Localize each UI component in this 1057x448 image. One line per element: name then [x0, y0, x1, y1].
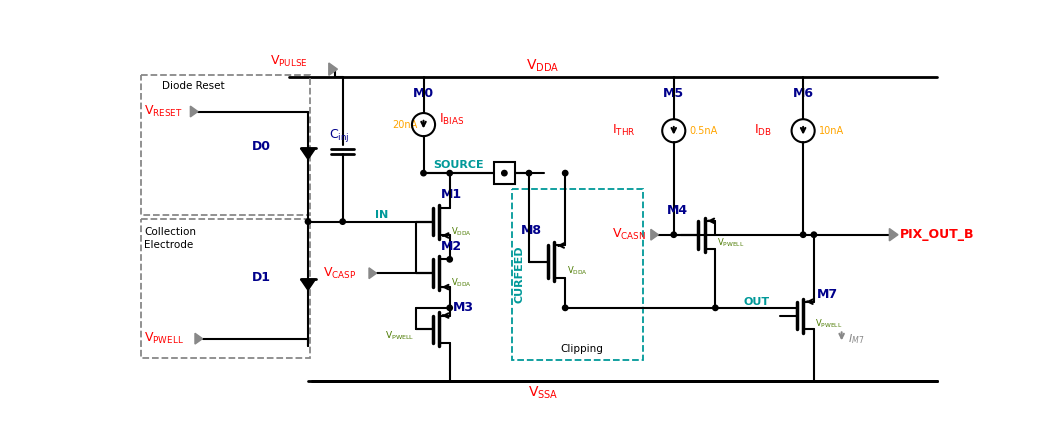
- Polygon shape: [300, 148, 316, 159]
- Text: 20nA: 20nA: [393, 120, 418, 129]
- Text: CURFEED: CURFEED: [515, 246, 524, 303]
- Polygon shape: [300, 279, 316, 290]
- Text: SOURCE: SOURCE: [432, 160, 483, 170]
- Text: Collection
Electrode: Collection Electrode: [144, 227, 196, 250]
- Polygon shape: [889, 228, 898, 241]
- Text: $\rm V_{PWELL}$: $\rm V_{PWELL}$: [815, 317, 842, 330]
- Polygon shape: [651, 229, 659, 240]
- Text: M7: M7: [817, 288, 838, 301]
- Text: $\rm V_{PULSE}$: $\rm V_{PULSE}$: [270, 54, 308, 69]
- Text: Clipping: Clipping: [560, 345, 602, 354]
- Text: OUT: OUT: [743, 297, 769, 307]
- Polygon shape: [329, 63, 337, 75]
- Polygon shape: [190, 106, 198, 117]
- Text: M1: M1: [441, 188, 462, 201]
- Text: $\rm C_{inj}$: $\rm C_{inj}$: [329, 127, 349, 144]
- Text: $\rm V_{DDA}$: $\rm V_{DDA}$: [567, 265, 588, 277]
- Circle shape: [562, 305, 568, 310]
- Text: $I_{M7}$: $I_{M7}$: [848, 332, 864, 345]
- Text: Diode Reset: Diode Reset: [162, 81, 224, 91]
- Text: IN: IN: [374, 211, 388, 220]
- Text: M3: M3: [452, 302, 474, 314]
- Text: $\rm V_{CASN}$: $\rm V_{CASN}$: [612, 227, 646, 242]
- Text: $\rm I_{BIAS}$: $\rm I_{BIAS}$: [439, 112, 464, 127]
- Text: $\rm V_{DDA}$: $\rm V_{DDA}$: [526, 58, 559, 74]
- Text: $\rm V_{SSA}$: $\rm V_{SSA}$: [527, 384, 558, 401]
- Text: 0.5nA: 0.5nA: [689, 126, 718, 136]
- Circle shape: [447, 257, 452, 262]
- Text: $\rm I_{DB}$: $\rm I_{DB}$: [755, 123, 773, 138]
- Polygon shape: [194, 333, 203, 344]
- Circle shape: [562, 170, 568, 176]
- Circle shape: [421, 170, 426, 176]
- Text: D0: D0: [253, 140, 272, 153]
- Text: M0: M0: [413, 87, 434, 100]
- Text: M4: M4: [667, 203, 688, 216]
- Circle shape: [447, 170, 452, 176]
- Text: M8: M8: [521, 224, 542, 237]
- Circle shape: [447, 305, 452, 310]
- Circle shape: [712, 305, 718, 310]
- Polygon shape: [369, 268, 376, 279]
- Circle shape: [526, 170, 532, 176]
- Text: 10nA: 10nA: [818, 126, 843, 136]
- Text: $\rm V_{CASP}$: $\rm V_{CASP}$: [323, 266, 357, 281]
- Text: M6: M6: [793, 87, 814, 100]
- Text: $\rm V_{DDA}$: $\rm V_{DDA}$: [451, 277, 472, 289]
- Circle shape: [305, 219, 311, 224]
- Text: M5: M5: [663, 87, 684, 100]
- Text: M2: M2: [441, 240, 462, 253]
- Text: $\rm V_{PWELL}$: $\rm V_{PWELL}$: [144, 331, 184, 346]
- Text: $\rm V_{PWELL}$: $\rm V_{PWELL}$: [717, 236, 744, 249]
- Text: $\rm I_{THR}$: $\rm I_{THR}$: [612, 123, 635, 138]
- Circle shape: [800, 232, 805, 237]
- Text: $\rm V_{RESET}$: $\rm V_{RESET}$: [144, 104, 183, 119]
- Circle shape: [340, 219, 346, 224]
- Text: $\rm V_{DDA}$: $\rm V_{DDA}$: [451, 225, 472, 238]
- Text: PIX_OUT_B: PIX_OUT_B: [900, 228, 973, 241]
- Circle shape: [811, 232, 817, 237]
- Text: $\rm V_{PWELL}$: $\rm V_{PWELL}$: [385, 329, 414, 342]
- Text: D1: D1: [253, 271, 272, 284]
- FancyBboxPatch shape: [494, 162, 515, 184]
- Circle shape: [671, 232, 676, 237]
- Circle shape: [502, 170, 507, 176]
